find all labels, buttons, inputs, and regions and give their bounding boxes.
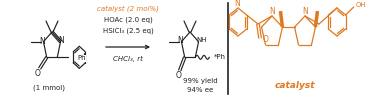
Text: Ph: Ph [77, 55, 85, 61]
Text: HSiCl₃ (2.5 eq): HSiCl₃ (2.5 eq) [102, 28, 153, 34]
Text: N: N [234, 0, 240, 7]
Text: N: N [59, 36, 64, 45]
Text: N: N [40, 37, 45, 46]
Text: N: N [302, 7, 308, 16]
Text: O: O [263, 36, 269, 45]
Text: catalyst: catalyst [275, 81, 315, 90]
Text: O: O [35, 69, 41, 78]
Text: 99% yield: 99% yield [183, 78, 217, 84]
Text: CHCl₃, rt: CHCl₃, rt [113, 56, 143, 62]
Text: OH: OH [355, 2, 366, 8]
Text: 94% ee: 94% ee [187, 87, 213, 93]
Text: HOAc (2.0 eq): HOAc (2.0 eq) [104, 17, 152, 23]
Text: N: N [178, 36, 183, 45]
Text: (1 mmol): (1 mmol) [33, 85, 65, 91]
Text: N: N [269, 7, 275, 16]
Text: NH: NH [196, 37, 207, 43]
Text: catalyst (2 mol%): catalyst (2 mol%) [97, 6, 159, 12]
Text: *Ph: *Ph [214, 54, 226, 60]
Text: O: O [176, 71, 182, 80]
